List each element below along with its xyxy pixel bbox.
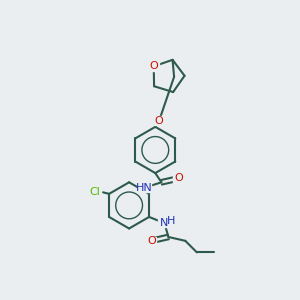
Text: O: O	[147, 236, 156, 246]
Bar	[138, 184, 151, 192]
Bar	[89, 187, 101, 196]
Text: HN: HN	[136, 183, 153, 193]
Text: O: O	[155, 116, 164, 126]
Bar	[173, 174, 183, 183]
Text: Cl: Cl	[90, 187, 101, 196]
Bar	[158, 219, 171, 227]
Text: N: N	[160, 218, 169, 228]
Text: O: O	[174, 173, 183, 184]
Bar	[149, 62, 159, 70]
Text: H: H	[167, 216, 175, 226]
Bar	[154, 116, 164, 125]
Text: O: O	[149, 61, 158, 71]
Bar	[146, 237, 156, 245]
